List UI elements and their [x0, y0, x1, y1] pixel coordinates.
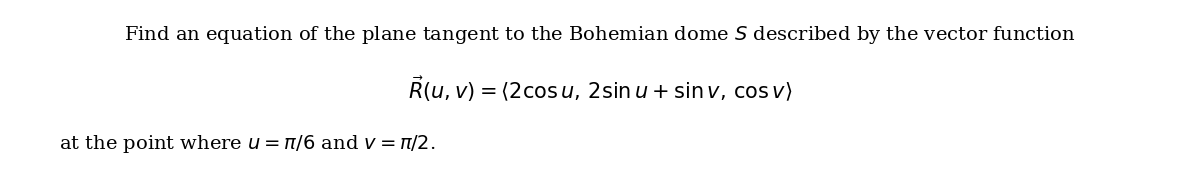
Text: $\vec{R}(u, v) = \langle 2\cos u,\, 2\sin u + \sin v,\, \cos v\rangle$: $\vec{R}(u, v) = \langle 2\cos u,\, 2\si…	[408, 75, 792, 104]
Text: Find an equation of the plane tangent to the Bohemian dome $S$ described by the : Find an equation of the plane tangent to…	[124, 24, 1076, 46]
Text: at the point where $u = \pi/6$ and $v = \pi/2$.: at the point where $u = \pi/6$ and $v = …	[59, 133, 436, 155]
